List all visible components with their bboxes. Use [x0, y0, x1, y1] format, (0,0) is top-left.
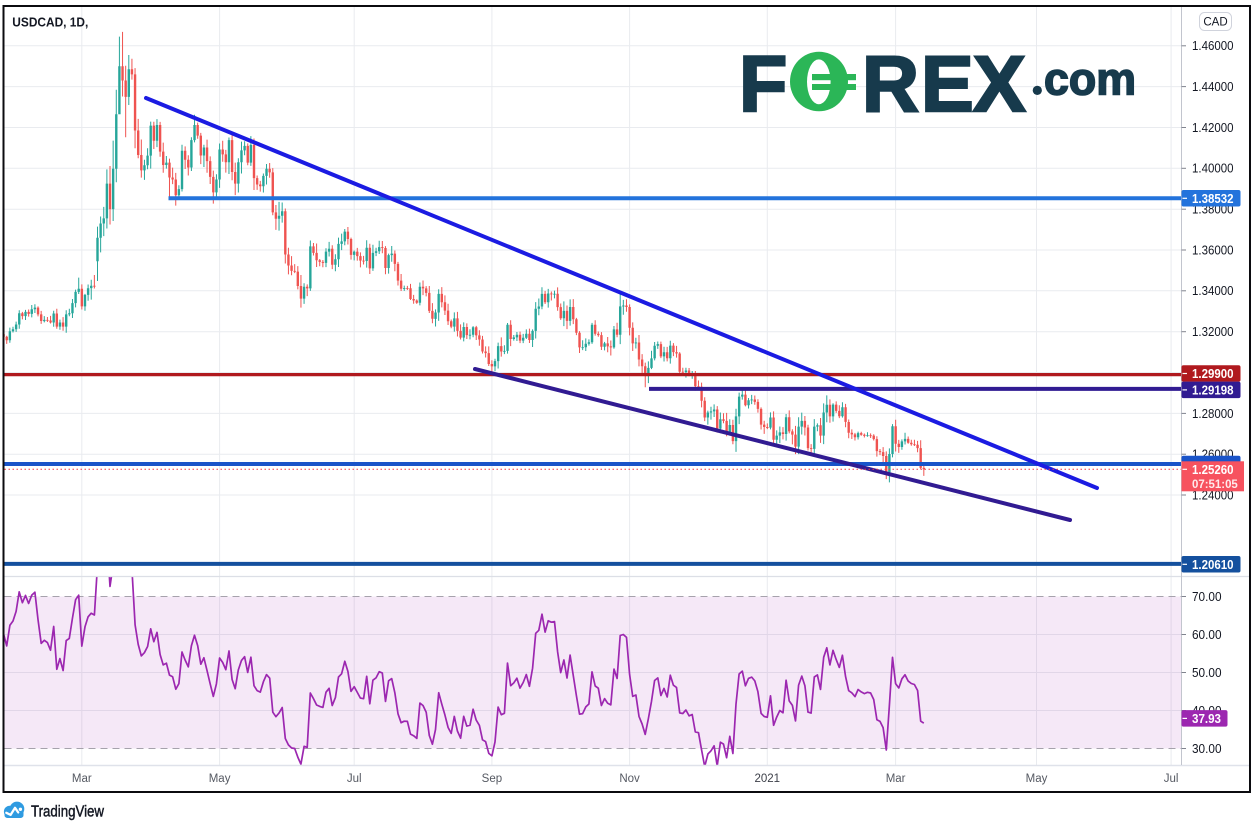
- svg-text:1.29198: 1.29198: [1192, 383, 1234, 397]
- svg-text:May: May: [209, 773, 231, 785]
- svg-text:Mar: Mar: [72, 773, 92, 785]
- svg-text:TradingView: TradingView: [31, 804, 105, 821]
- svg-text:70.00: 70.00: [1192, 590, 1222, 604]
- svg-text:50.00: 50.00: [1192, 666, 1222, 680]
- svg-text:1.34000: 1.34000: [1192, 284, 1234, 298]
- svg-text:1.32000: 1.32000: [1192, 325, 1234, 339]
- svg-text:F: F: [739, 39, 787, 128]
- svg-text:Jul: Jul: [347, 773, 362, 785]
- svg-text:2021: 2021: [755, 773, 781, 785]
- svg-text:CAD: CAD: [1203, 17, 1227, 29]
- svg-text:com: com: [1044, 54, 1136, 105]
- svg-text:30.00: 30.00: [1192, 742, 1222, 756]
- svg-text:37.93: 37.93: [1192, 712, 1221, 726]
- svg-text:1.38532: 1.38532: [1192, 192, 1234, 206]
- svg-text:1.36000: 1.36000: [1192, 243, 1234, 257]
- svg-text:E: E: [921, 39, 974, 128]
- svg-text:R: R: [862, 39, 919, 128]
- svg-text:1.40000: 1.40000: [1192, 162, 1234, 176]
- svg-text:1.44000: 1.44000: [1192, 80, 1234, 94]
- svg-text:1.46000: 1.46000: [1192, 39, 1234, 53]
- svg-text:Jul: Jul: [1164, 773, 1179, 785]
- svg-text:07:51:05: 07:51:05: [1192, 477, 1238, 491]
- svg-text:USDCAD, 1D,: USDCAD, 1D,: [12, 14, 88, 29]
- svg-text:1.28000: 1.28000: [1192, 407, 1234, 421]
- svg-text:Mar: Mar: [886, 773, 906, 785]
- svg-text:1.20610: 1.20610: [1192, 558, 1234, 572]
- svg-text:1.25260: 1.25260: [1192, 463, 1234, 477]
- svg-text:X: X: [973, 39, 1026, 128]
- svg-text:1.24000: 1.24000: [1192, 488, 1234, 502]
- svg-text:Nov: Nov: [619, 773, 640, 785]
- svg-text:1.29900: 1.29900: [1192, 367, 1234, 381]
- svg-text:1.42000: 1.42000: [1192, 121, 1234, 135]
- svg-text:May: May: [1026, 773, 1048, 785]
- svg-text:60.00: 60.00: [1192, 628, 1222, 642]
- svg-text:Sep: Sep: [482, 773, 502, 785]
